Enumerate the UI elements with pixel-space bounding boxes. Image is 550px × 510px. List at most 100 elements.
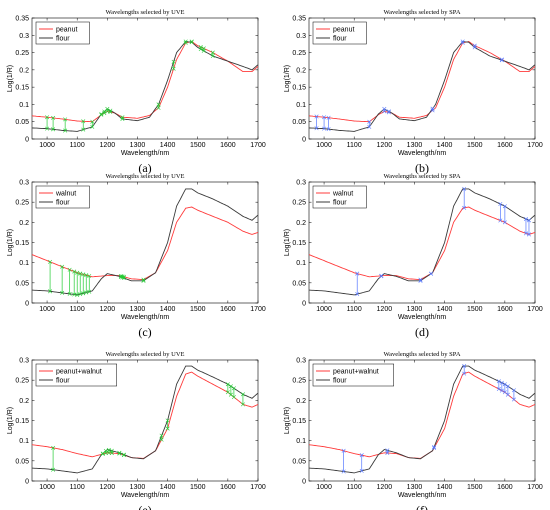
selected-wavelength-marker <box>75 292 80 297</box>
x-tick-label: 1300 <box>407 142 423 149</box>
selected-wavelength-marker <box>45 115 50 120</box>
selected-wavelength-marker <box>156 102 161 107</box>
selected-wavelength-marker <box>418 277 423 282</box>
series-line-flour <box>309 41 535 132</box>
selected-wavelength-marker <box>108 108 113 113</box>
chart-title: Wavelengths selected by SPA <box>383 9 460 16</box>
plot-area <box>32 365 258 474</box>
y-tick-label: 0.25 <box>15 50 29 57</box>
x-tick-label: 1500 <box>190 142 206 149</box>
selected-wavelength-marker <box>183 40 188 45</box>
y-tick-label: 0.05 <box>15 458 29 465</box>
selected-wavelength-marker <box>322 126 327 131</box>
selected-wavelength-marker <box>526 218 531 223</box>
selected-wavelength-marker <box>225 382 230 387</box>
x-tick-label: 1600 <box>497 306 513 313</box>
selected-wavelength-marker <box>189 39 194 44</box>
x-axis-label: Wavelength/nm <box>398 150 447 157</box>
selected-wavelength-marker <box>314 114 319 119</box>
x-tick-label: 1300 <box>130 306 146 313</box>
selected-wavelength-marker <box>379 274 384 279</box>
selected-wavelength-marker <box>472 43 477 48</box>
x-tick-label: 1600 <box>220 142 236 149</box>
legend-entry: flour <box>56 36 70 43</box>
x-tick-label: 1200 <box>377 142 393 149</box>
x-tick-label: 1600 <box>497 484 513 491</box>
selected-wavelength-marker <box>117 451 122 456</box>
x-tick-label: 1300 <box>130 142 146 149</box>
x-tick-label: 1100 <box>347 306 362 313</box>
selected-wavelength-marker <box>460 40 465 45</box>
selected-wavelength-marker <box>502 382 507 387</box>
selected-wavelength-marker <box>60 290 65 295</box>
selected-wavelength-marker <box>171 66 176 71</box>
y-tick-label: 0.3 <box>296 358 306 365</box>
chart-panel-5: Wavelengths selected by UVE 1000 1100 1200 1… <box>7 351 266 510</box>
selected-wavelength-marker <box>84 290 89 295</box>
selected-wavelength-marker <box>109 448 114 453</box>
chart-panel-4: Wavelengths selected by SPA 1000 1100 1200 1… <box>284 173 543 339</box>
selected-wavelength-marker <box>87 273 92 278</box>
legend-box <box>35 363 117 387</box>
legend-entry: flour <box>333 378 347 385</box>
series-line-peanut <box>32 41 258 123</box>
x-tick-label: 1300 <box>407 306 423 313</box>
selected-wavelength-marker <box>462 371 467 376</box>
series-line-peanut <box>309 41 535 123</box>
y-tick-label: 0.05 <box>15 119 29 126</box>
x-tick-label: 1200 <box>100 142 116 149</box>
x-tick-label: 1100 <box>70 484 85 491</box>
x-axis-label: Wavelength/nm <box>121 492 170 499</box>
y-tick-label: 0.2 <box>19 67 29 74</box>
selected-wavelength-marker <box>121 274 126 279</box>
selected-wavelength-marker <box>165 418 170 423</box>
selected-wavelength-marker <box>511 388 516 393</box>
x-tick-label: 1200 <box>377 484 393 491</box>
y-tick-label: 0.05 <box>15 280 29 287</box>
x-tick-label: 1000 <box>316 142 332 149</box>
x-tick-label: 1700 <box>527 484 543 491</box>
selected-wavelength-marker <box>240 392 245 397</box>
selected-wavelength-marker <box>385 448 390 453</box>
selected-wavelength-marker <box>498 218 503 223</box>
y-tick-label: 0 <box>302 301 306 308</box>
x-tick-label: 1600 <box>220 306 236 313</box>
selected-wavelength-marker <box>189 40 194 45</box>
selected-wavelength-marker <box>499 380 504 385</box>
x-tick-label: 1000 <box>39 484 55 491</box>
x-tick-label: 1500 <box>467 484 483 491</box>
selected-wavelength-marker <box>526 232 531 237</box>
series-line-flour <box>32 365 258 474</box>
x-tick-label: 1100 <box>347 484 362 491</box>
selected-wavelength-marker <box>505 384 510 389</box>
legend-entry: peanut <box>56 27 77 34</box>
selected-wavelength-marker <box>240 402 245 407</box>
selected-wavelength-marker <box>51 115 56 120</box>
x-tick-label: 1400 <box>160 306 176 313</box>
x-tick-label: 1500 <box>190 306 206 313</box>
y-tick-label: 0.3 <box>296 180 306 187</box>
selected-wavelength-marker <box>432 444 437 449</box>
selected-wavelength-marker <box>359 453 364 458</box>
chart-title: Wavelengths selected by UVE <box>105 9 184 16</box>
y-tick-label: 0.25 <box>292 378 306 385</box>
y-tick-label: 0.2 <box>296 67 306 74</box>
x-tick-label: 1200 <box>100 306 116 313</box>
selected-wavelength-marker <box>386 109 391 114</box>
selected-wavelength-marker <box>103 448 108 453</box>
selected-wavelength-marker <box>87 289 92 294</box>
plot-area <box>309 39 535 132</box>
panel-caption: (d) <box>415 325 429 339</box>
panel-caption: (e) <box>138 503 151 510</box>
x-axis-label: Wavelength/nm <box>398 492 447 499</box>
chart-title: Wavelengths selected by SPA <box>383 351 460 358</box>
selected-wavelength-marker <box>502 220 507 225</box>
selected-wavelength-marker <box>106 447 111 452</box>
selected-wavelength-marker <box>511 397 516 402</box>
selected-wavelength-marker <box>498 202 503 207</box>
selected-wavelength-marker <box>105 106 110 111</box>
selected-wavelength-marker <box>51 467 56 472</box>
selected-wavelength-marker <box>120 116 125 121</box>
selected-wavelength-marker <box>502 390 507 395</box>
legend: peanut flour <box>35 21 90 45</box>
